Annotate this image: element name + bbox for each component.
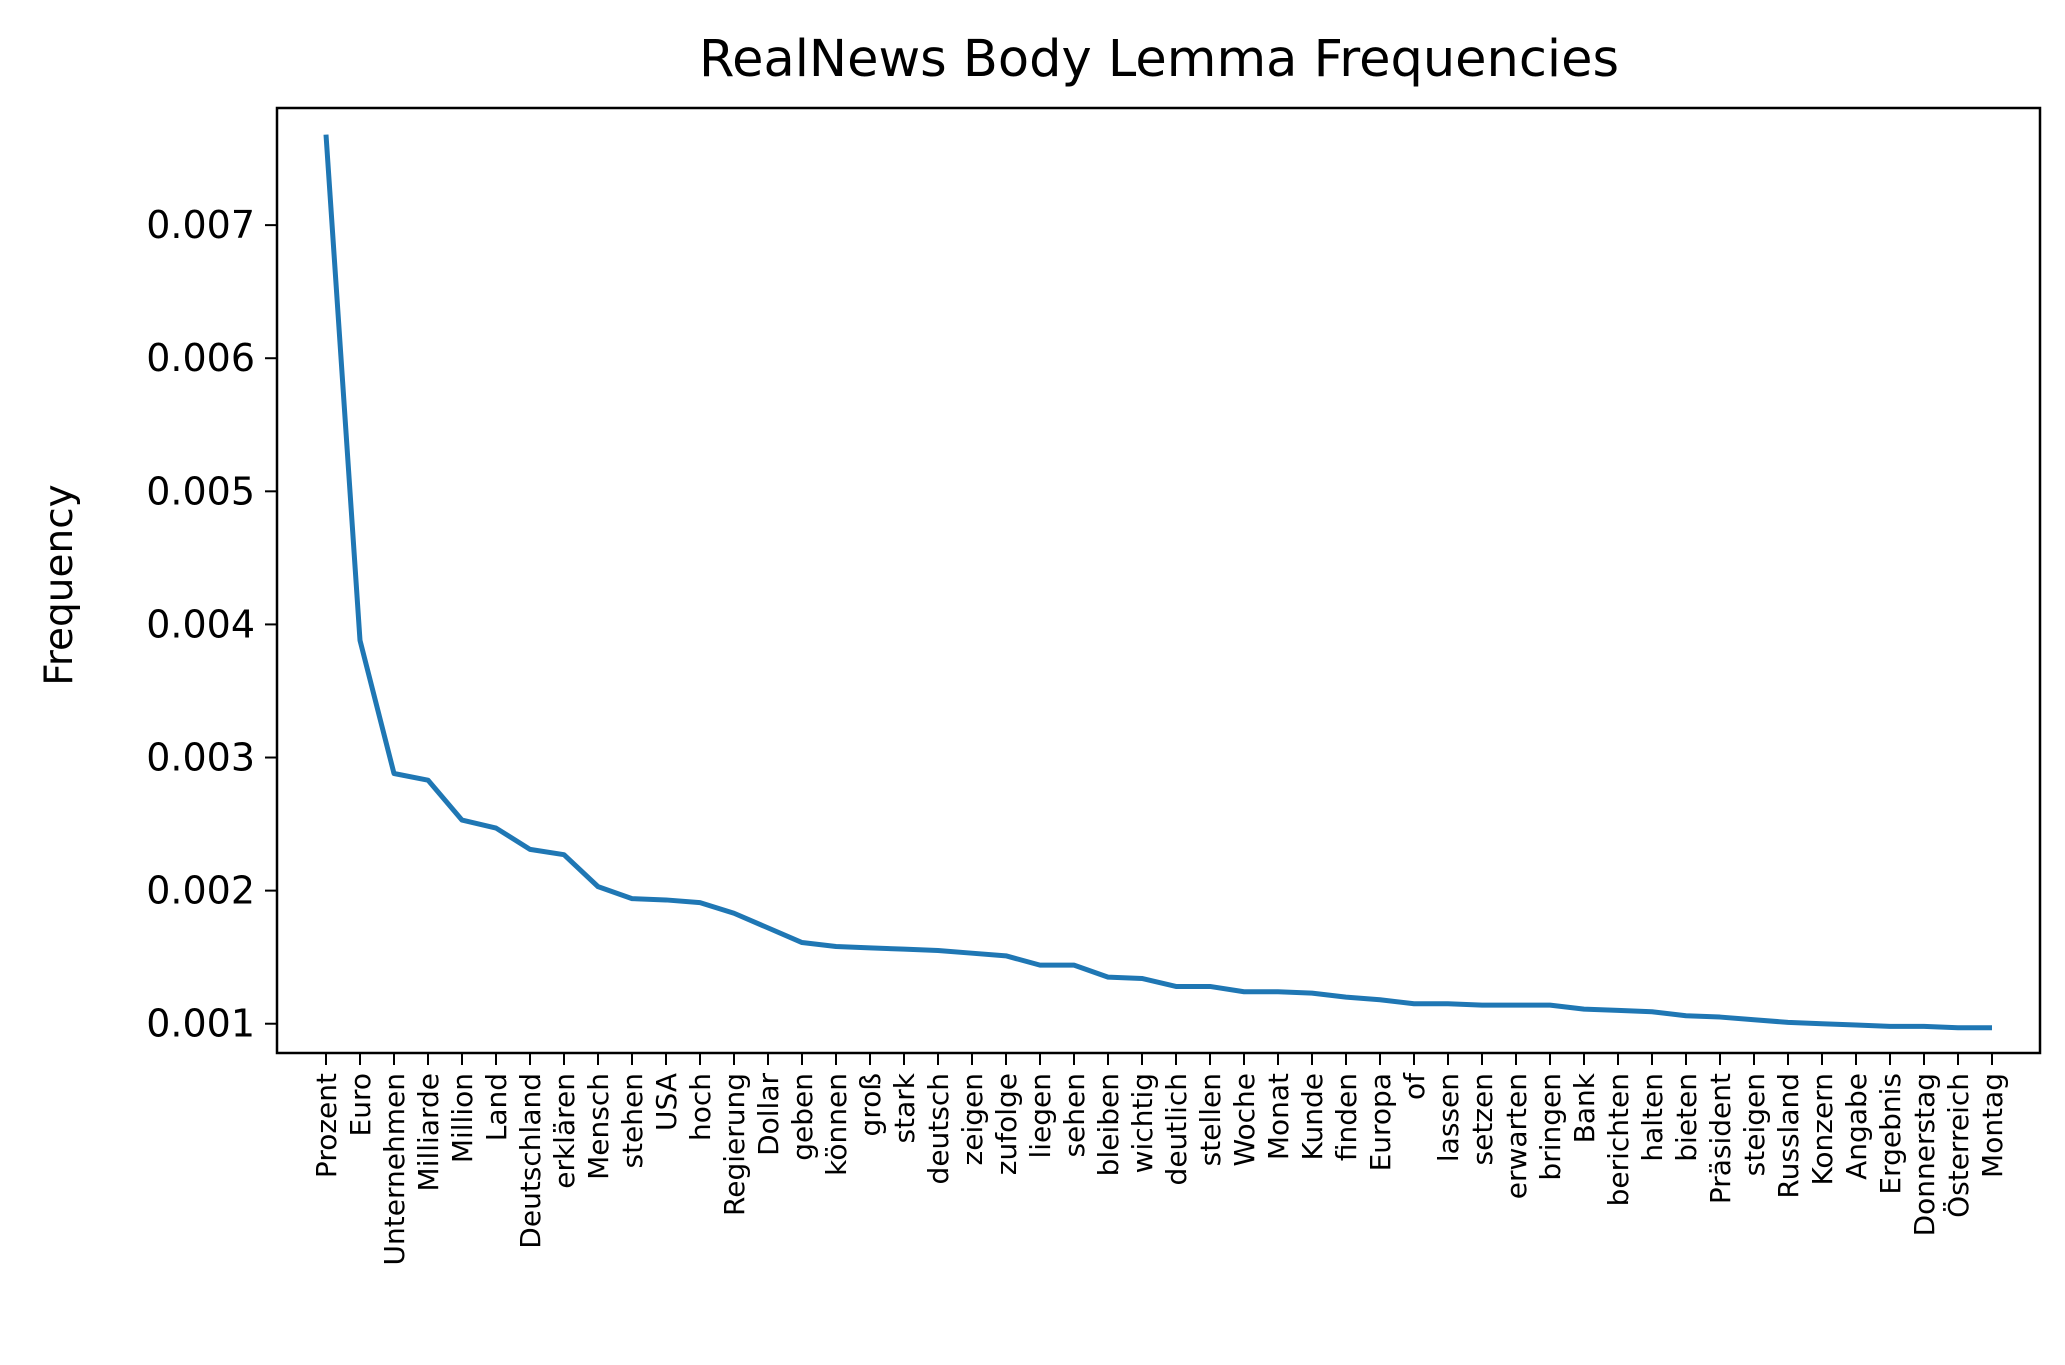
x-tick-label: Million [446, 1073, 479, 1163]
x-tick-label: Montag [1976, 1073, 2009, 1178]
y-tick-label: 0.003 [146, 736, 255, 780]
x-tick-label: Russland [1772, 1073, 1805, 1199]
x-tick-label: deutlich [1160, 1073, 1193, 1185]
x-tick-label: liegen [1024, 1073, 1057, 1159]
y-axis-label: Frequency [37, 484, 82, 685]
x-tick-label: groß [854, 1073, 887, 1136]
x-tick-label: USA [650, 1073, 683, 1131]
x-tick-label: zufolge [990, 1073, 1023, 1175]
x-tick-label: können [820, 1073, 853, 1176]
chart-title: RealNews Body Lemma Frequencies [699, 30, 1619, 89]
x-tick-label: Bank [1568, 1072, 1601, 1143]
x-tick-label: setzen [1466, 1073, 1499, 1165]
x-tick-label: hoch [684, 1073, 717, 1141]
x-tick-label: Mensch [582, 1073, 615, 1180]
x-tick-label: Milliarde [412, 1073, 445, 1191]
x-tick-label: Woche [1228, 1073, 1261, 1167]
plot-frame [275, 106, 2042, 1055]
series-line [323, 134, 1992, 1031]
x-tick-label: Konzern [1806, 1073, 1839, 1186]
x-tick-label: Dollar [752, 1073, 785, 1156]
x-tick-label: stark [888, 1072, 921, 1143]
x-tick-label: Angabe [1840, 1073, 1873, 1180]
x-tick-label: Prozent [310, 1073, 343, 1178]
x-tick-label: finden [1330, 1073, 1363, 1161]
x-tick-label: bieten [1670, 1073, 1703, 1162]
x-tick-label: lassen [1432, 1073, 1465, 1162]
x-tick-label: wichtig [1126, 1073, 1159, 1173]
x-tick-label: Europa [1364, 1073, 1397, 1171]
x-tick-label: deutsch [922, 1073, 955, 1184]
x-tick-label: Österreich [1941, 1073, 1975, 1218]
y-tick-label: 0.005 [146, 469, 255, 513]
y-tick-label: 0.002 [146, 869, 255, 913]
x-tick-label: stellen [1194, 1073, 1227, 1166]
x-tick-label: steigen [1738, 1073, 1771, 1176]
x-tick-label: Regierung [718, 1073, 751, 1216]
x-tick-label: Ergebnis [1874, 1073, 1907, 1195]
x-tick-label: geben [786, 1073, 819, 1161]
x-tick-label: stehen [616, 1073, 649, 1169]
x-tick-label: Deutschland [514, 1073, 547, 1249]
x-tick-label: halten [1636, 1073, 1669, 1162]
x-tick-label: Unternehmen [378, 1073, 411, 1265]
y-axis: 0.001 0.002 0.003 0.004 0.005 0.006 0.007 [146, 203, 277, 1046]
x-tick-label: Euro [344, 1073, 377, 1136]
y-tick-label: 0.001 [146, 1002, 255, 1046]
x-tick-label: Land [480, 1073, 513, 1141]
x-tick-label: zeigen [956, 1073, 989, 1165]
series-group [323, 134, 1992, 1031]
x-tick-label: of [1398, 1072, 1431, 1100]
x-axis: Prozent Euro Unternehmen Milliarde Million La… [310, 1053, 2009, 1265]
x-tick-label: erwarten [1500, 1073, 1533, 1199]
x-tick-label: Donnerstag [1908, 1073, 1941, 1236]
y-tick-label: 0.007 [146, 203, 255, 247]
x-tick-label: erklären [548, 1073, 581, 1189]
x-tick-label: Kunde [1296, 1073, 1329, 1160]
y-tick-label: 0.006 [146, 336, 255, 380]
y-tick-label: 0.004 [146, 602, 255, 646]
x-tick-label: bringen [1534, 1073, 1567, 1181]
x-tick-label: bleiben [1092, 1073, 1125, 1176]
x-tick-label: Monat [1262, 1073, 1295, 1160]
x-tick-label: sehen [1058, 1073, 1091, 1158]
x-tick-label: Präsident [1704, 1073, 1737, 1204]
x-tick-label: berichten [1602, 1073, 1635, 1206]
